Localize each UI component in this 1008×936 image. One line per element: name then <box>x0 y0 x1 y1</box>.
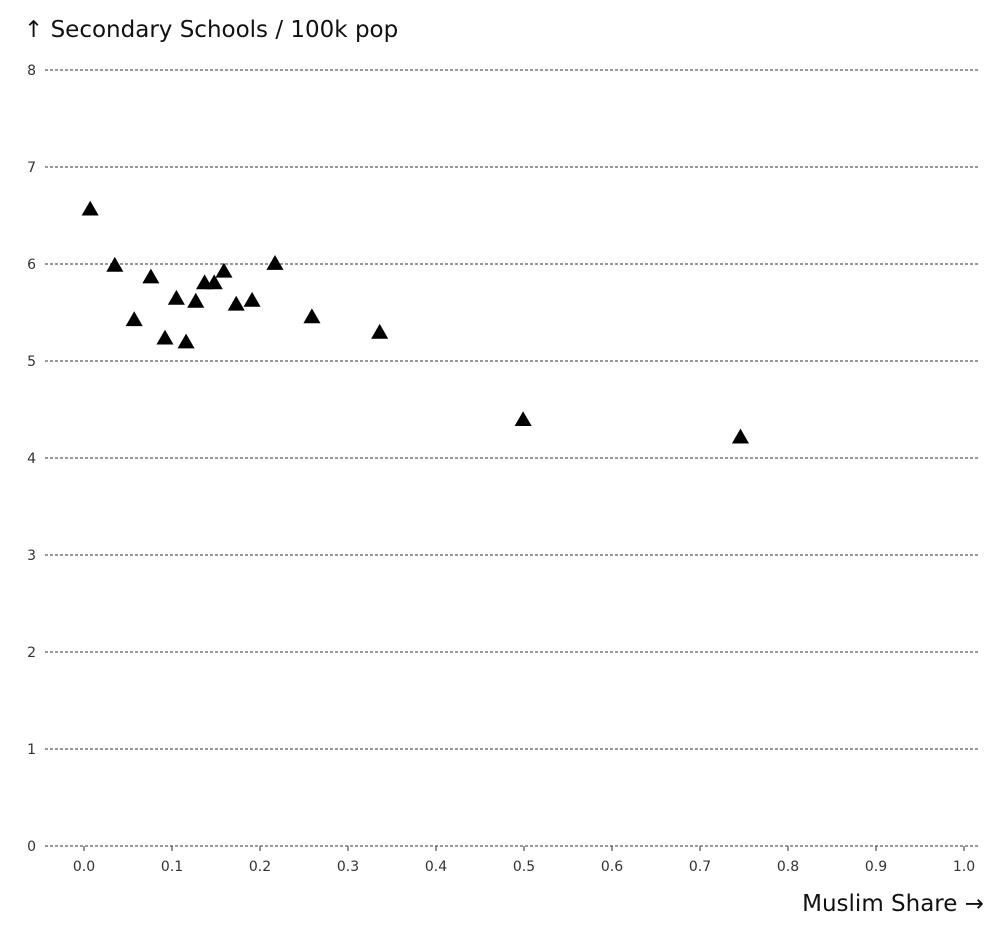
data-point-triangle <box>177 333 195 349</box>
data-point-triangle <box>371 323 389 339</box>
x-tick-label: 0.5 <box>513 859 535 875</box>
data-point-triangle <box>205 274 223 290</box>
data-point-triangle <box>514 411 532 426</box>
data-point-triangle <box>266 255 284 270</box>
x-tick-label: 0.9 <box>865 859 887 875</box>
data-point-triangle <box>243 291 261 307</box>
data-point-triangle <box>303 308 321 324</box>
y-tick-label: 2 <box>27 645 36 661</box>
y-tick-labels: 0 1 2 3 4 5 6 7 8 <box>27 63 36 855</box>
data-points <box>81 200 749 444</box>
data-point-triangle <box>156 329 174 345</box>
x-tick-label: 0.8 <box>777 859 799 875</box>
y-tick-label: 6 <box>27 257 36 273</box>
x-tick-label: 0.4 <box>425 859 447 875</box>
x-axis-title: Muslim Share → <box>802 891 984 917</box>
x-tick-label: 1.0 <box>953 859 975 875</box>
data-point-triangle <box>167 289 185 305</box>
x-axis-ticks: 0.0 0.1 0.2 0.3 0.4 0.5 0.6 0.7 0.8 0.9 1.0 <box>73 846 975 875</box>
y-tick-label: 4 <box>27 451 36 467</box>
y-gridlines <box>45 69 980 847</box>
x-tick-label: 0.7 <box>689 859 711 875</box>
y-tick-label: 8 <box>27 63 36 79</box>
y-tick-label: 7 <box>27 160 36 176</box>
x-tick-label: 0.1 <box>161 859 183 875</box>
x-tick-label: 0.3 <box>337 859 359 875</box>
y-tick-label: 5 <box>27 354 36 370</box>
y-tick-label: 1 <box>27 742 36 758</box>
data-point-triangle <box>187 292 205 308</box>
data-point-triangle <box>142 268 160 284</box>
x-tick-label: 0.0 <box>73 859 95 875</box>
y-tick-label: 0 <box>27 839 36 855</box>
data-point-triangle <box>227 295 245 311</box>
x-tick-label: 0.2 <box>249 859 271 875</box>
data-point-triangle <box>215 262 233 278</box>
data-point-triangle <box>81 200 99 216</box>
data-point-triangle <box>106 256 124 272</box>
x-tick-label: 0.6 <box>601 859 623 875</box>
data-point-triangle <box>125 311 143 327</box>
data-point-triangle <box>731 428 749 444</box>
y-tick-label: 3 <box>27 548 36 564</box>
y-axis-title: ↑ Secondary Schools / 100k pop <box>24 17 398 43</box>
